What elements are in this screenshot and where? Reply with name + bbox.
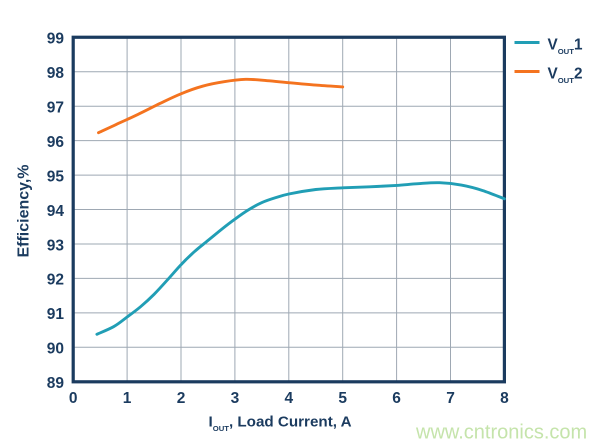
- svg-text:92: 92: [47, 272, 64, 289]
- svg-text:VOUT2: VOUT2: [548, 66, 583, 86]
- svg-text:VOUT1: VOUT1: [548, 37, 583, 57]
- svg-text:4: 4: [284, 390, 293, 407]
- svg-text:93: 93: [47, 237, 65, 254]
- svg-text:IOUT, Load Current, A: IOUT, Load Current, A: [209, 414, 352, 434]
- svg-text:90: 90: [47, 341, 64, 358]
- svg-text:95: 95: [47, 168, 65, 185]
- svg-text:8: 8: [500, 390, 509, 407]
- svg-text:89: 89: [47, 375, 65, 392]
- svg-text:2: 2: [177, 390, 186, 407]
- svg-text:99: 99: [47, 31, 65, 48]
- svg-text:3: 3: [231, 390, 240, 407]
- svg-text:98: 98: [47, 65, 65, 82]
- svg-text:7: 7: [446, 390, 455, 407]
- svg-text:6: 6: [392, 390, 401, 407]
- svg-text:Efficiency,%: Efficiency,%: [16, 164, 33, 257]
- svg-text:96: 96: [47, 134, 65, 151]
- svg-text:www.cntronics.com: www.cntronics.com: [415, 421, 587, 443]
- svg-text:1: 1: [123, 390, 132, 407]
- svg-text:91: 91: [47, 306, 65, 323]
- svg-text:0: 0: [69, 390, 78, 407]
- svg-text:97: 97: [47, 100, 64, 117]
- svg-text:5: 5: [338, 390, 347, 407]
- svg-text:94: 94: [47, 203, 65, 220]
